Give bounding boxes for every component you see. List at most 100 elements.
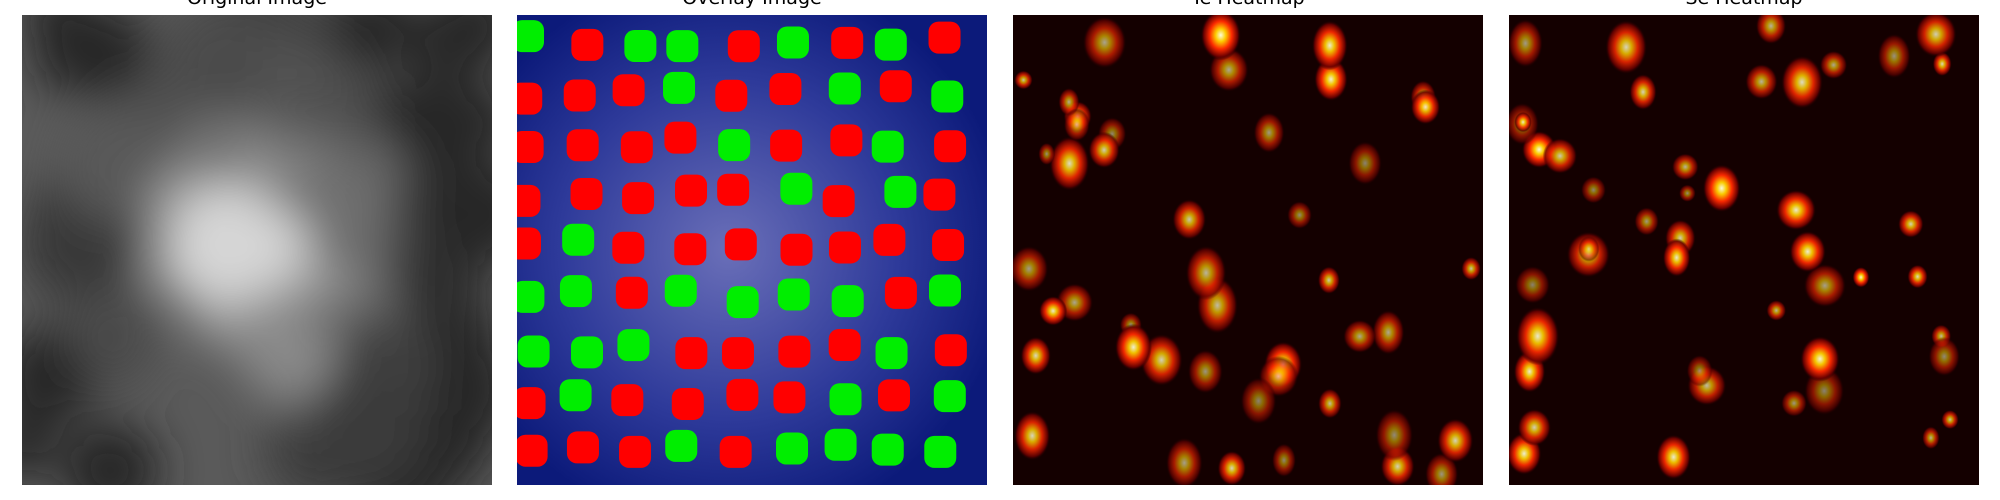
heat-spot (1928, 336, 1960, 377)
heat-spot (1311, 20, 1348, 71)
marker (563, 79, 596, 112)
heat-spot (1580, 176, 1607, 204)
marker (879, 70, 912, 103)
heat-spot (1678, 184, 1696, 202)
marker (517, 20, 545, 53)
heat-spot (1253, 112, 1285, 153)
marker (923, 178, 956, 211)
heat-spot (1578, 236, 1600, 262)
heat-spot (1038, 142, 1056, 166)
panel-title: Te Heatmap (1190, 0, 1304, 9)
heat-spot (1049, 136, 1090, 191)
marker (824, 428, 857, 461)
heat-spot (1542, 138, 1578, 174)
heat-spot (1789, 231, 1826, 273)
marker (884, 175, 917, 208)
heat-spot (1922, 426, 1940, 450)
marker (777, 278, 810, 311)
heat-spot (1082, 16, 1127, 69)
heat-spot (1020, 336, 1051, 375)
marker (769, 72, 802, 105)
marker (875, 337, 908, 370)
marker (517, 227, 541, 260)
marker (571, 28, 604, 61)
heat-spot (1915, 15, 1957, 58)
marker (718, 129, 751, 162)
heat-spot (1941, 409, 1959, 430)
te-heatmap (1013, 15, 1483, 485)
heat-spot (1755, 15, 1787, 45)
heat-spot (1800, 336, 1840, 382)
texture-blob (429, 346, 492, 437)
heat-spot (1516, 306, 1560, 366)
marker (874, 28, 907, 61)
marker (822, 185, 855, 218)
marker (776, 26, 809, 59)
heat-spot (1803, 263, 1847, 308)
marker (726, 286, 759, 319)
marker (726, 378, 759, 411)
marker (932, 229, 965, 262)
marker (517, 82, 543, 115)
heat-spot (1671, 153, 1699, 181)
marker (674, 233, 707, 266)
heat-spot (1114, 323, 1152, 371)
heat-spot (1318, 388, 1342, 419)
heat-spot (1745, 63, 1778, 100)
marker (517, 184, 541, 217)
marker (727, 30, 760, 63)
marker (773, 381, 806, 414)
heat-spot (1063, 108, 1090, 142)
heat-spot (1702, 164, 1741, 213)
marker (780, 172, 813, 205)
marker (566, 129, 599, 162)
marker (829, 383, 862, 416)
heat-spot (1038, 296, 1068, 326)
texture-blob (305, 371, 425, 485)
heat-spot (1907, 264, 1928, 289)
heat-spot (1314, 57, 1348, 101)
marker (664, 121, 697, 154)
marker (871, 130, 904, 163)
texture-blob (330, 15, 419, 72)
heat-spot (1898, 210, 1924, 238)
texture-blob (22, 415, 55, 481)
marker (715, 79, 748, 112)
marker (611, 384, 644, 417)
marker (884, 276, 917, 309)
marker (877, 379, 910, 412)
texture-blob (241, 307, 336, 402)
heat-spot (1372, 310, 1405, 355)
marker (517, 335, 550, 368)
heat-spot (1605, 20, 1648, 75)
marker (612, 231, 645, 264)
heat-spot (1781, 55, 1823, 109)
marker (828, 231, 861, 264)
heat-spot (1686, 354, 1713, 387)
marker (620, 131, 653, 164)
marker (664, 274, 697, 307)
heat-spot (1634, 207, 1659, 236)
heat-spot (1014, 70, 1033, 90)
original-image (22, 15, 492, 485)
heat-spot (1014, 411, 1051, 461)
marker (665, 429, 698, 462)
heat-spot (1776, 189, 1816, 231)
marker (928, 21, 961, 54)
marker (778, 335, 811, 368)
marker (615, 276, 648, 309)
marker (830, 124, 863, 157)
marker (873, 223, 906, 256)
marker (933, 380, 966, 413)
overlay-image (517, 15, 987, 485)
texture-blob (61, 421, 160, 485)
marker (871, 433, 904, 466)
marker (934, 334, 967, 367)
marker (571, 336, 604, 369)
texture-blob (437, 161, 492, 266)
texture (22, 15, 492, 485)
marker (924, 435, 957, 468)
marker (570, 177, 603, 210)
panel-title: Overlay Image (682, 0, 821, 9)
